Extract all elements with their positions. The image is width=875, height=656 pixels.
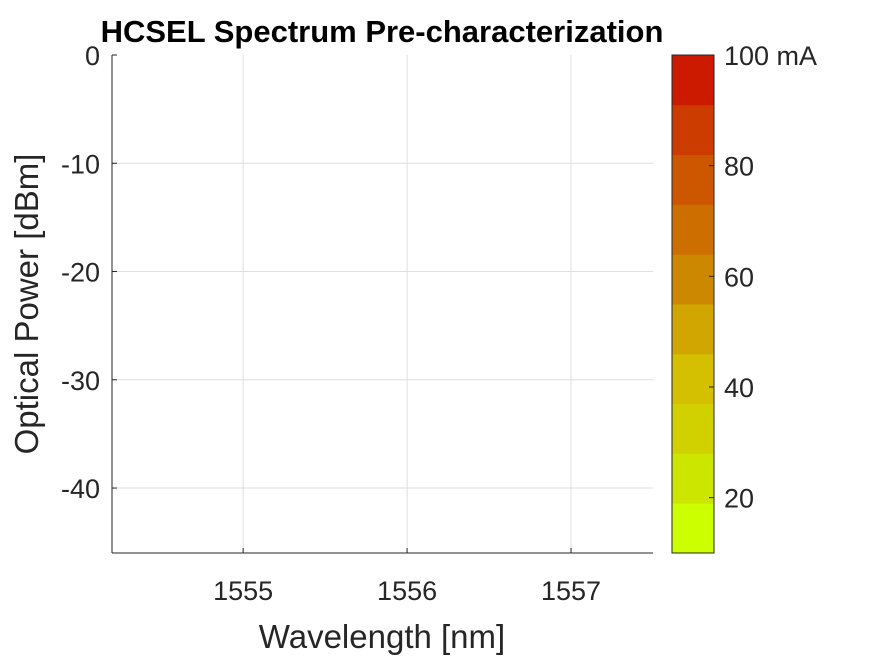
chart-title: HCSEL Spectrum Pre-characterization bbox=[101, 14, 664, 49]
colorbar-frame bbox=[671, 54, 715, 554]
x-tick-label: 1557 bbox=[541, 576, 601, 606]
colorbar-segment bbox=[672, 254, 714, 305]
colorbar-segment bbox=[672, 154, 714, 205]
colorbar-tick-label: 60 bbox=[724, 262, 754, 292]
colorbar-segment bbox=[672, 304, 714, 355]
x-tick-label: 1555 bbox=[213, 576, 273, 606]
colorbar-segment bbox=[672, 453, 714, 504]
y-tick-label: -20 bbox=[61, 258, 100, 288]
x-axis-ticks: 1555 1556 1557 bbox=[213, 548, 601, 606]
colorbar-segment bbox=[672, 204, 714, 255]
colorbar-segment bbox=[672, 55, 714, 106]
y-tick-label: -30 bbox=[61, 366, 100, 396]
plot-area bbox=[112, 55, 653, 553]
y-tick-label: -10 bbox=[61, 149, 100, 179]
colorbar-tick-label: 100 mA bbox=[724, 41, 817, 71]
colorbar-tick-label: 40 bbox=[724, 373, 754, 403]
x-gridlines bbox=[242, 55, 572, 553]
x-tick-label: 1556 bbox=[377, 576, 437, 606]
y-gridlines bbox=[112, 162, 653, 489]
colorbar-segment bbox=[672, 503, 714, 554]
colorbar-segment bbox=[672, 104, 714, 156]
y-axis-ticks: 0 -10 -20 -30 -40 bbox=[61, 41, 117, 504]
y-tick-label: -40 bbox=[61, 474, 100, 504]
colorbar-segment bbox=[672, 353, 714, 405]
colorbar-segment bbox=[672, 403, 714, 454]
colorbar-tick-label: 80 bbox=[724, 152, 754, 182]
colorbar-tick-label: 20 bbox=[724, 484, 754, 514]
y-axis-label: Optical Power [dBm] bbox=[8, 154, 45, 455]
y-tick-label: 0 bbox=[85, 41, 100, 71]
colorbar: 100 mA 80 60 40 20 bbox=[671, 41, 817, 554]
x-axis-label: Wavelength [nm] bbox=[259, 618, 505, 655]
